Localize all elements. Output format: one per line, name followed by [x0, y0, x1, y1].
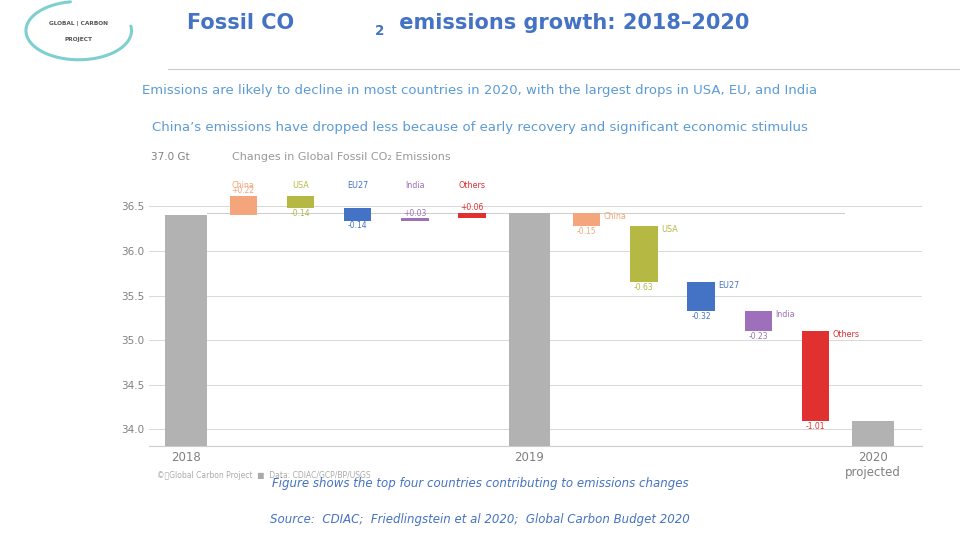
- Bar: [630, 226, 658, 282]
- Text: USA: USA: [661, 225, 678, 234]
- Text: -0.32: -0.32: [691, 312, 711, 321]
- Bar: [287, 196, 314, 208]
- Text: +0.06: +0.06: [461, 203, 484, 212]
- Text: China: China: [604, 212, 627, 221]
- Text: -0.63: -0.63: [635, 283, 654, 292]
- Text: +0.03: +0.03: [403, 208, 426, 218]
- Text: USA: USA: [292, 181, 309, 190]
- Text: PROJECT: PROJECT: [64, 37, 93, 42]
- Text: ©ⓅGlobal Carbon Project  ■  Data: CDIAC/GCP/BP/USGS: ©ⓅGlobal Carbon Project ■ Data: CDIAC/GC…: [156, 470, 371, 480]
- Bar: [165, 215, 206, 540]
- Text: Fossil CO: Fossil CO: [187, 13, 295, 33]
- Bar: [229, 196, 257, 215]
- Text: 37.0 Gt: 37.0 Gt: [151, 152, 189, 161]
- Text: Emissions are likely to decline in most countries in 2020, with the largest drop: Emissions are likely to decline in most …: [142, 84, 818, 97]
- Text: EU27: EU27: [718, 281, 739, 291]
- Text: Figure shows the top four countries contributing to emissions changes: Figure shows the top four countries cont…: [272, 477, 688, 490]
- Text: China’s emissions have dropped less because of early recovery and significant ec: China’s emissions have dropped less beca…: [152, 120, 808, 133]
- Bar: [509, 213, 550, 540]
- Text: emissions growth: 2018–2020: emissions growth: 2018–2020: [392, 13, 749, 33]
- Text: Source:  CDIAC;  Friedlingstein et al 2020;  Global Carbon Budget 2020: Source: CDIAC; Friedlingstein et al 2020…: [270, 512, 690, 525]
- Bar: [745, 311, 772, 332]
- Text: Others: Others: [833, 330, 860, 340]
- Text: India: India: [776, 310, 795, 319]
- Bar: [344, 208, 372, 221]
- Bar: [401, 218, 429, 221]
- Text: -0.23: -0.23: [749, 332, 768, 341]
- Text: -0.14: -0.14: [291, 209, 310, 218]
- Text: +0.22: +0.22: [231, 186, 254, 195]
- Text: -0.14: -0.14: [348, 221, 368, 230]
- Bar: [802, 332, 829, 421]
- Text: -1.01: -1.01: [806, 422, 826, 431]
- Bar: [687, 282, 715, 311]
- Text: -0.15: -0.15: [577, 227, 596, 236]
- Bar: [852, 421, 894, 540]
- Text: 2: 2: [375, 24, 385, 38]
- Text: GLOBAL | CARBON: GLOBAL | CARBON: [49, 21, 108, 26]
- Text: Changes in Global Fossil CO₂ Emissions: Changes in Global Fossil CO₂ Emissions: [231, 152, 450, 161]
- Text: India: India: [405, 181, 424, 190]
- Bar: [459, 213, 486, 218]
- Text: EU27: EU27: [348, 181, 369, 190]
- Bar: [573, 213, 600, 226]
- Text: China: China: [231, 181, 254, 190]
- Text: Others: Others: [459, 181, 486, 190]
